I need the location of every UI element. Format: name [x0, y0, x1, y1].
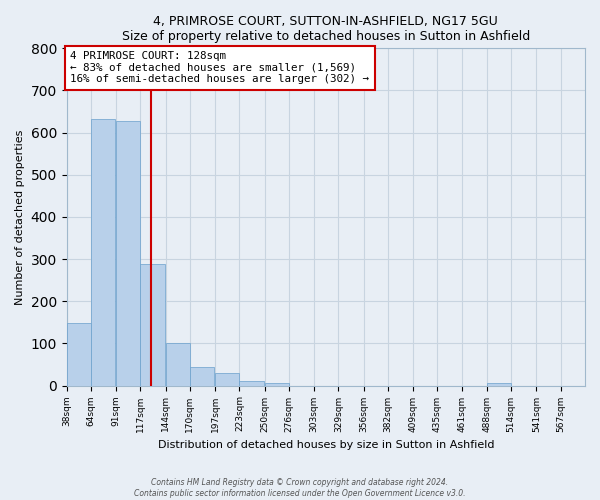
Bar: [91, 119, 115, 386]
Title: 4, PRIMROSE COURT, SUTTON-IN-ASHFIELD, NG17 5GU
Size of property relative to det: 4, PRIMROSE COURT, SUTTON-IN-ASHFIELD, N…: [122, 15, 530, 43]
Bar: [140, 264, 165, 386]
Bar: [116, 121, 140, 386]
Bar: [67, 323, 91, 386]
Bar: [166, 344, 190, 386]
Bar: [190, 366, 214, 386]
Bar: [487, 384, 511, 386]
X-axis label: Distribution of detached houses by size in Sutton in Ashfield: Distribution of detached houses by size …: [158, 440, 494, 450]
Y-axis label: Number of detached properties: Number of detached properties: [15, 130, 25, 304]
Bar: [265, 382, 289, 386]
Bar: [239, 380, 264, 386]
Bar: [215, 373, 239, 386]
Text: Contains HM Land Registry data © Crown copyright and database right 2024.
Contai: Contains HM Land Registry data © Crown c…: [134, 478, 466, 498]
Text: 4 PRIMROSE COURT: 128sqm
← 83% of detached houses are smaller (1,569)
16% of sem: 4 PRIMROSE COURT: 128sqm ← 83% of detach…: [70, 52, 370, 84]
